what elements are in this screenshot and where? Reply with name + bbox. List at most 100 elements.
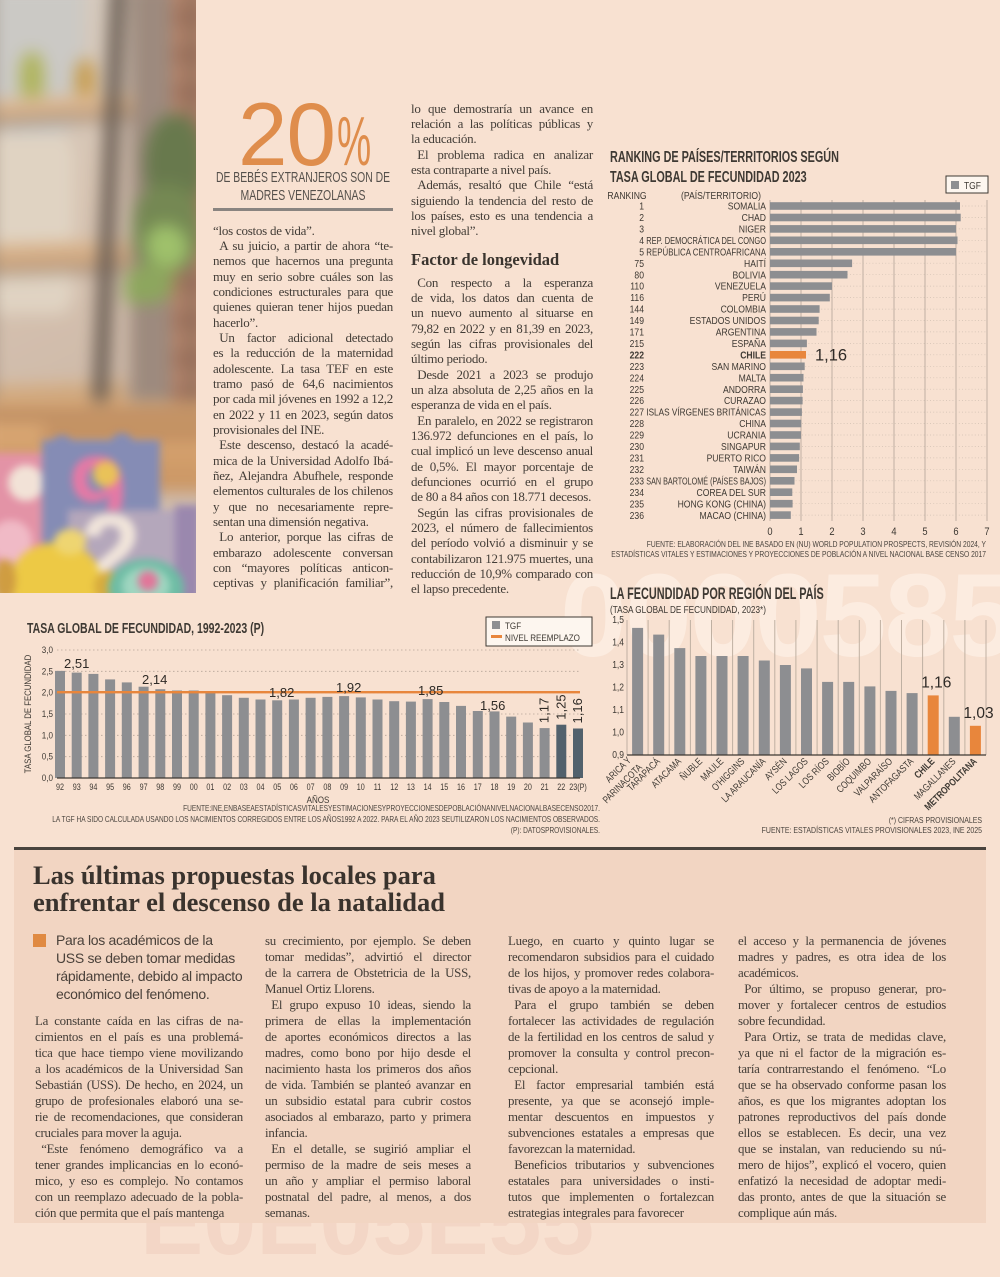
svg-text:0,9: 0,9 <box>612 749 624 760</box>
svg-text:110: 110 <box>630 281 644 293</box>
svg-text:HAITÍ: HAITÍ <box>744 258 766 270</box>
svg-text:215: 215 <box>630 338 644 350</box>
svg-text:SAN BARTOLOMÉ (PAÍSES BAJOS): SAN BARTOLOMÉ (PAÍSES BAJOS) <box>646 476 766 488</box>
svg-text:6: 6 <box>953 526 958 538</box>
svg-text:223: 223 <box>630 361 644 373</box>
svg-text:231: 231 <box>630 453 644 465</box>
svg-text:(*) CIFRAS PROVISIONALES: (*) CIFRAS PROVISIONALES <box>889 815 982 825</box>
svg-text:1,0: 1,0 <box>612 727 624 738</box>
svg-text:07: 07 <box>307 782 315 792</box>
svg-text:0,0: 0,0 <box>42 772 53 783</box>
svg-text:CURAZAO: CURAZAO <box>724 395 766 407</box>
svg-text:2: 2 <box>829 526 834 538</box>
svg-text:10: 10 <box>357 782 365 792</box>
svg-text:BOLIVIA: BOLIVIA <box>733 270 767 282</box>
svg-text:08: 08 <box>323 782 331 792</box>
svg-text:SOMALIA: SOMALIA <box>728 201 767 213</box>
svg-text:06: 06 <box>290 782 298 792</box>
svg-text:226: 226 <box>630 395 644 407</box>
svg-text:1: 1 <box>639 201 644 213</box>
svg-text:93: 93 <box>73 782 81 792</box>
svg-text:MADRES VENEZOLANAS: MADRES VENEZOLANAS <box>241 188 366 204</box>
svg-text:FUENTE: ESTADÍSTICAS VITALES P: FUENTE: ESTADÍSTICAS VITALES PROVISIONAL… <box>762 825 982 835</box>
svg-text:20: 20 <box>524 782 532 792</box>
svg-text:4: 4 <box>891 526 896 538</box>
svg-text:224: 224 <box>630 373 645 385</box>
svg-text:04: 04 <box>257 782 265 792</box>
svg-text:236: 236 <box>630 510 644 522</box>
svg-text:UCRANIA: UCRANIA <box>727 430 766 442</box>
svg-text:REP. DEMOCRÁTICA DEL CONGO: REP. DEMOCRÁTICA DEL CONGO <box>646 235 766 247</box>
svg-text:0: 0 <box>767 526 772 538</box>
svg-text:ISLAS VÍRGENES BRITÁNICAS: ISLAS VÍRGENES BRITÁNICAS <box>646 407 766 419</box>
svg-text:80: 80 <box>634 270 644 282</box>
svg-text:2,5: 2,5 <box>42 666 53 677</box>
svg-text:TGF: TGF <box>505 620 522 631</box>
svg-text:234: 234 <box>630 487 645 499</box>
svg-text:ESTADOS UNIDOS: ESTADOS UNIDOS <box>690 315 766 327</box>
svg-text:MACAO (CHINA): MACAO (CHINA) <box>700 510 766 522</box>
svg-text:15: 15 <box>440 782 448 792</box>
svg-text:TGF: TGF <box>964 180 981 191</box>
svg-text:11: 11 <box>374 782 382 792</box>
svg-text:DE BEBÉS EXTRANJEROS SON DE: DE BEBÉS EXTRANJEROS SON DE <box>216 169 390 186</box>
svg-text:TASA GLOBAL DE FECUNDIDAD 2023: TASA GLOBAL DE FECUNDIDAD 2023 <box>610 168 807 185</box>
svg-text:ESPAÑA: ESPAÑA <box>732 338 767 350</box>
svg-text:229: 229 <box>630 430 644 442</box>
svg-text:ANDORRA: ANDORRA <box>723 384 767 396</box>
svg-text:3: 3 <box>639 224 644 236</box>
svg-text:HONG KONG (CHINA): HONG KONG (CHINA) <box>678 499 766 511</box>
svg-text:92: 92 <box>56 782 64 792</box>
svg-text:2,51: 2,51 <box>64 656 89 671</box>
svg-text:1,2: 1,2 <box>612 682 624 693</box>
svg-text:TAIWÁN: TAIWÁN <box>733 464 766 476</box>
svg-text:CHINA: CHINA <box>739 418 766 430</box>
svg-text:LA TGF HA SIDO CALCULADA USAND: LA TGF HA SIDO CALCULADA USANDO LOS NACI… <box>52 814 600 824</box>
svg-text:2,0: 2,0 <box>42 687 53 698</box>
svg-text:00: 00 <box>190 782 198 792</box>
svg-text:COLOMBIA: COLOMBIA <box>721 304 767 316</box>
svg-text:1,82: 1,82 <box>269 685 294 700</box>
svg-text:232: 232 <box>630 464 644 476</box>
svg-text:149: 149 <box>630 315 644 327</box>
svg-text:222: 222 <box>630 350 644 362</box>
svg-text:PERÚ: PERÚ <box>742 292 766 304</box>
svg-text:225: 225 <box>630 384 644 396</box>
svg-text:(TASA GLOBAL DE FECUNDIDAD, 20: (TASA GLOBAL DE FECUNDIDAD, 2023*) <box>610 603 766 615</box>
svg-text:98: 98 <box>156 782 164 792</box>
svg-text:1,85: 1,85 <box>418 683 443 698</box>
svg-text:0,5: 0,5 <box>42 751 53 762</box>
svg-text:MALTA: MALTA <box>739 373 767 385</box>
svg-text:02: 02 <box>223 782 231 792</box>
svg-text:5: 5 <box>639 247 644 259</box>
svg-text:REPÚBLICA CENTROAFRICANA: REPÚBLICA CENTROAFRICANA <box>646 247 766 259</box>
svg-text:1,3: 1,3 <box>612 659 624 670</box>
svg-text:4: 4 <box>639 235 644 247</box>
svg-text:97: 97 <box>140 782 148 792</box>
svg-text:01: 01 <box>206 782 214 792</box>
svg-text:1,1: 1,1 <box>612 704 624 715</box>
svg-text:SINGAPUR: SINGAPUR <box>721 441 766 453</box>
svg-text:ESTADÍSTICAS VITALES Y ESTIMAC: ESTADÍSTICAS VITALES Y ESTIMACIONES Y PR… <box>611 549 986 559</box>
svg-text:23(P): 23(P) <box>569 782 587 792</box>
svg-text:22: 22 <box>557 782 565 792</box>
svg-text:03: 03 <box>240 782 248 792</box>
svg-text:1,4: 1,4 <box>612 637 624 648</box>
svg-text:FUENTE:INE,ENBASEAESTADÍSTICAS: FUENTE:INE,ENBASEAESTADÍSTICASVITALESYES… <box>183 803 600 813</box>
svg-text:COREA DEL SUR: COREA DEL SUR <box>697 487 767 499</box>
svg-text:144: 144 <box>630 304 645 316</box>
svg-text:96: 96 <box>123 782 131 792</box>
svg-text:7: 7 <box>984 526 989 538</box>
svg-text:233: 233 <box>630 476 644 488</box>
svg-text:RANKING DE PAÍSES/TERRITORIOS: RANKING DE PAÍSES/TERRITORIOS SEGÚN <box>610 148 839 165</box>
svg-text:NIGER: NIGER <box>739 224 766 236</box>
svg-text:21: 21 <box>541 782 549 792</box>
svg-text:NIVEL REEMPLAZO: NIVEL REEMPLAZO <box>505 632 580 643</box>
svg-text:3,0: 3,0 <box>42 644 53 655</box>
svg-text:PUERTO RICO: PUERTO RICO <box>707 453 766 465</box>
svg-text:99: 99 <box>173 782 181 792</box>
svg-text:(P): DATOSPROVISIONALES.: (P): DATOSPROVISIONALES. <box>511 825 600 835</box>
svg-text:1,16: 1,16 <box>921 674 951 691</box>
svg-text:1,5: 1,5 <box>612 614 624 625</box>
svg-text:18: 18 <box>491 782 499 792</box>
